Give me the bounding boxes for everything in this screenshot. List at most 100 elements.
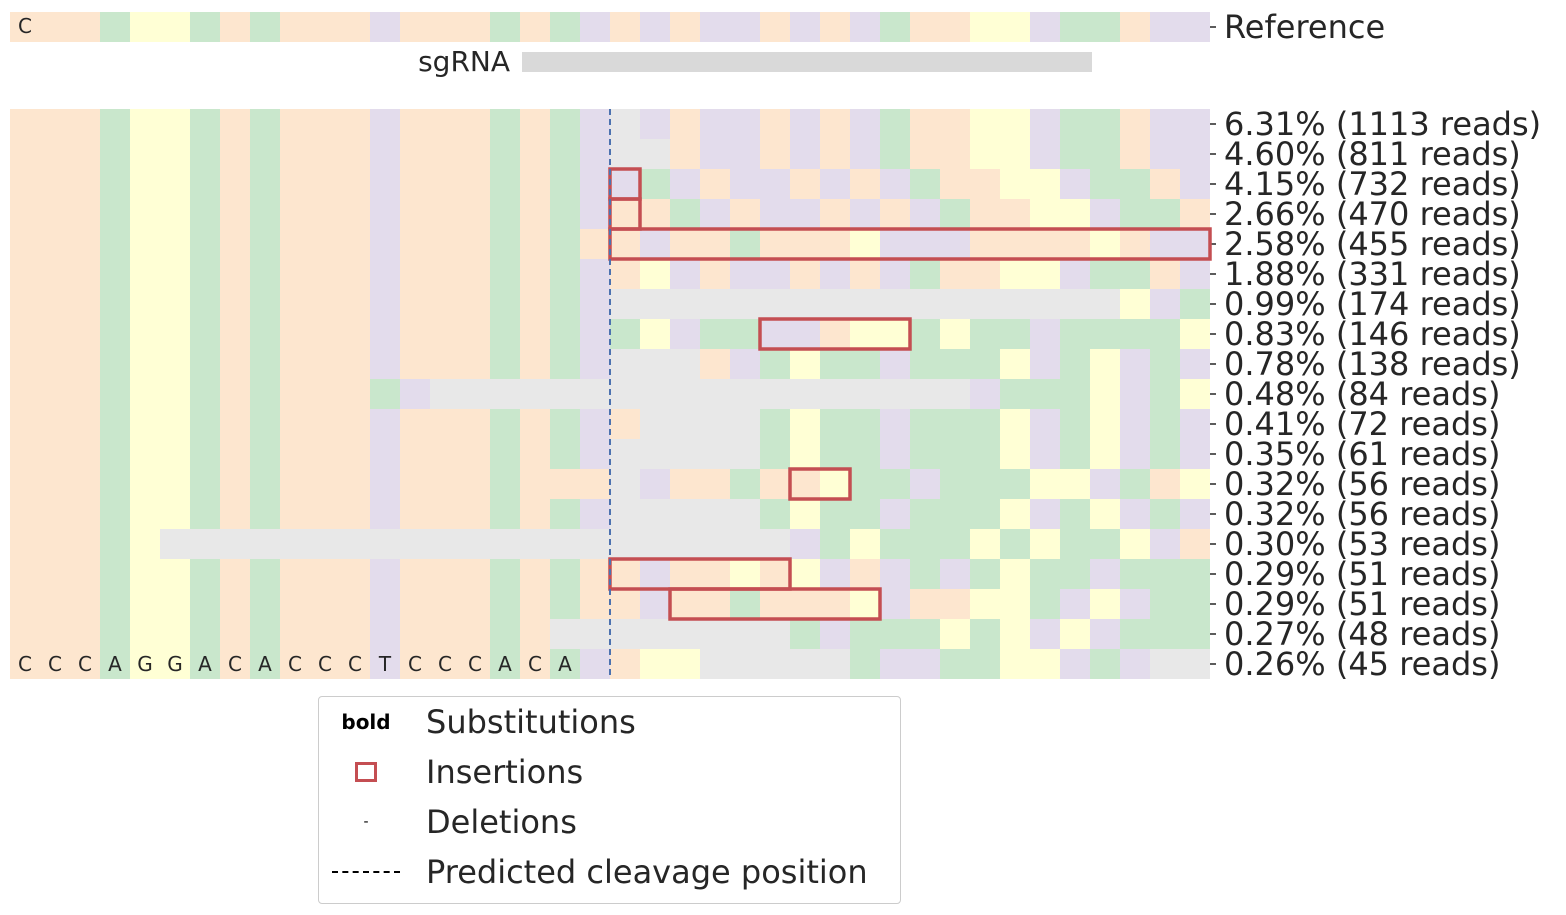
reference-cell [700,12,730,42]
allele-cell [250,169,280,199]
allele-cell [610,409,640,439]
reference-cell [460,12,490,42]
allele-cell [100,259,130,289]
allele-cell [700,589,730,619]
allele-cell [490,529,520,559]
allele-cell [1120,289,1150,319]
allele-cell [250,109,280,139]
allele-cell [730,319,760,349]
allele-cell [550,619,580,649]
allele-cell [460,649,490,679]
allele-cell [250,529,280,559]
allele-cell [190,409,220,439]
allele-cell [850,649,880,679]
allele-cell [940,469,970,499]
allele-cell [790,349,820,379]
allele-cell [580,289,610,319]
allele-cell [1180,469,1210,499]
allele-cell [1120,439,1150,469]
reference-cell [10,12,40,42]
allele-cell [340,589,370,619]
allele-cell [160,379,190,409]
allele-cell [610,559,640,589]
allele-cell [40,289,70,319]
allele-cell [400,109,430,139]
allele-cell [130,289,160,319]
row-label: 0.29% (51 reads) [1224,555,1500,593]
allele-cell [550,559,580,589]
row-label: 4.60% (811 reads) [1224,135,1521,173]
allele-cell [1090,619,1120,649]
allele-cell [430,379,460,409]
allele-cell [820,469,850,499]
allele-cell [640,169,670,199]
allele-cell [640,319,670,349]
allele-cell [1060,349,1090,379]
legend-label: Substitutions [426,703,636,741]
allele-cell [370,619,400,649]
allele-cell [130,379,160,409]
allele-cell [460,199,490,229]
allele-cell [970,379,1000,409]
allele-letter: G [137,652,153,676]
allele-cell [310,379,340,409]
allele-cell [520,199,550,229]
allele-cell [970,469,1000,499]
allele-cell [760,529,790,559]
allele-cell [520,529,550,559]
allele-cell [970,349,1000,379]
allele-cell [40,379,70,409]
allele-cell [1090,499,1120,529]
allele-cell [1090,439,1120,469]
allele-cell [310,289,340,319]
allele-cell [1060,589,1090,619]
allele-cell [160,199,190,229]
row-label: 2.58% (455 reads) [1224,225,1521,263]
allele-cell [640,379,670,409]
allele-cell [520,169,550,199]
allele-cell [40,229,70,259]
allele-cell [1060,319,1090,349]
allele-cell [340,199,370,229]
allele-cell [730,499,760,529]
allele-cell [370,409,400,439]
allele-cell [280,649,310,679]
allele-cell [1000,589,1030,619]
allele-cell [640,499,670,529]
allele-cell [670,499,700,529]
allele-cell [1090,649,1120,679]
legend: bold Substitutions Insertions - Deletion… [318,696,901,904]
allele-cell [370,589,400,619]
allele-cell [1090,469,1120,499]
allele-cell [700,319,730,349]
allele-cell [1150,199,1180,229]
allele-cell [790,589,820,619]
allele-cell [430,529,460,559]
allele-cell [280,529,310,559]
allele-cell [400,499,430,529]
allele-cell [970,199,1000,229]
allele-cell [910,289,940,319]
allele-cell [640,289,670,319]
allele-cell [220,319,250,349]
allele-cell [880,349,910,379]
row-label: 2.66% (470 reads) [1224,195,1521,233]
allele-cell [130,529,160,559]
allele-cell [520,289,550,319]
reference-cell [310,12,340,42]
allele-cell [640,529,670,559]
allele-cell [880,499,910,529]
allele-cell [790,409,820,439]
allele-cell [10,259,40,289]
allele-cell [850,319,880,349]
reference-cell [820,12,850,42]
allele-letter: C [18,652,32,676]
allele-cell [340,289,370,319]
allele-cell [640,409,670,439]
allele-cell [460,289,490,319]
allele-cell [250,439,280,469]
allele-cell [610,139,640,169]
allele-cell [1150,169,1180,199]
allele-cell [820,439,850,469]
reference-cell [940,12,970,42]
